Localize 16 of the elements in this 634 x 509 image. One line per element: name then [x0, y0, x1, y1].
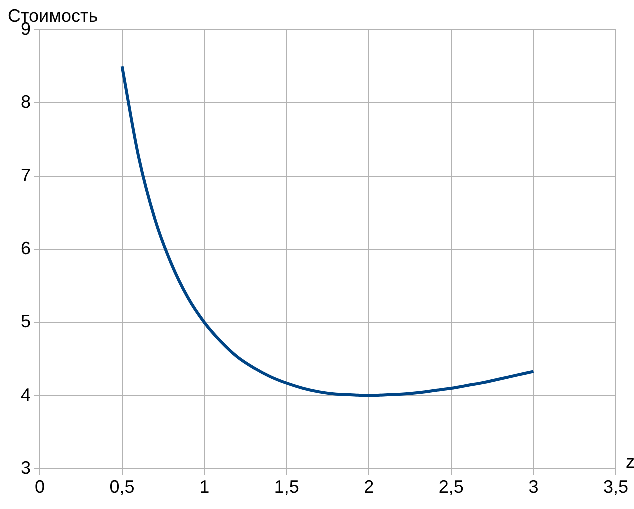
y-tick-label: 8 [20, 92, 31, 112]
y-tick-label: 3 [20, 458, 31, 478]
x-tick-label: 2 [364, 476, 374, 497]
x-tick-label: 0 [34, 476, 46, 497]
x-tick-label: 0,5 [110, 476, 135, 497]
y-tick-label: 4 [20, 384, 31, 405]
x-axis-title: z [626, 452, 634, 472]
line-series [120, 65, 536, 398]
y-tick-label: 5 [20, 312, 31, 332]
y-tick-label: 7 [20, 165, 31, 186]
x-tick-label: 3 [528, 476, 539, 497]
y-tick-label: 6 [20, 238, 31, 258]
x-tick-label: 2,5 [438, 476, 464, 497]
x-tick-label: 1,5 [274, 476, 300, 497]
x-tick-label: 1 [200, 476, 210, 497]
x-tick-label: 3,5 [603, 476, 629, 497]
